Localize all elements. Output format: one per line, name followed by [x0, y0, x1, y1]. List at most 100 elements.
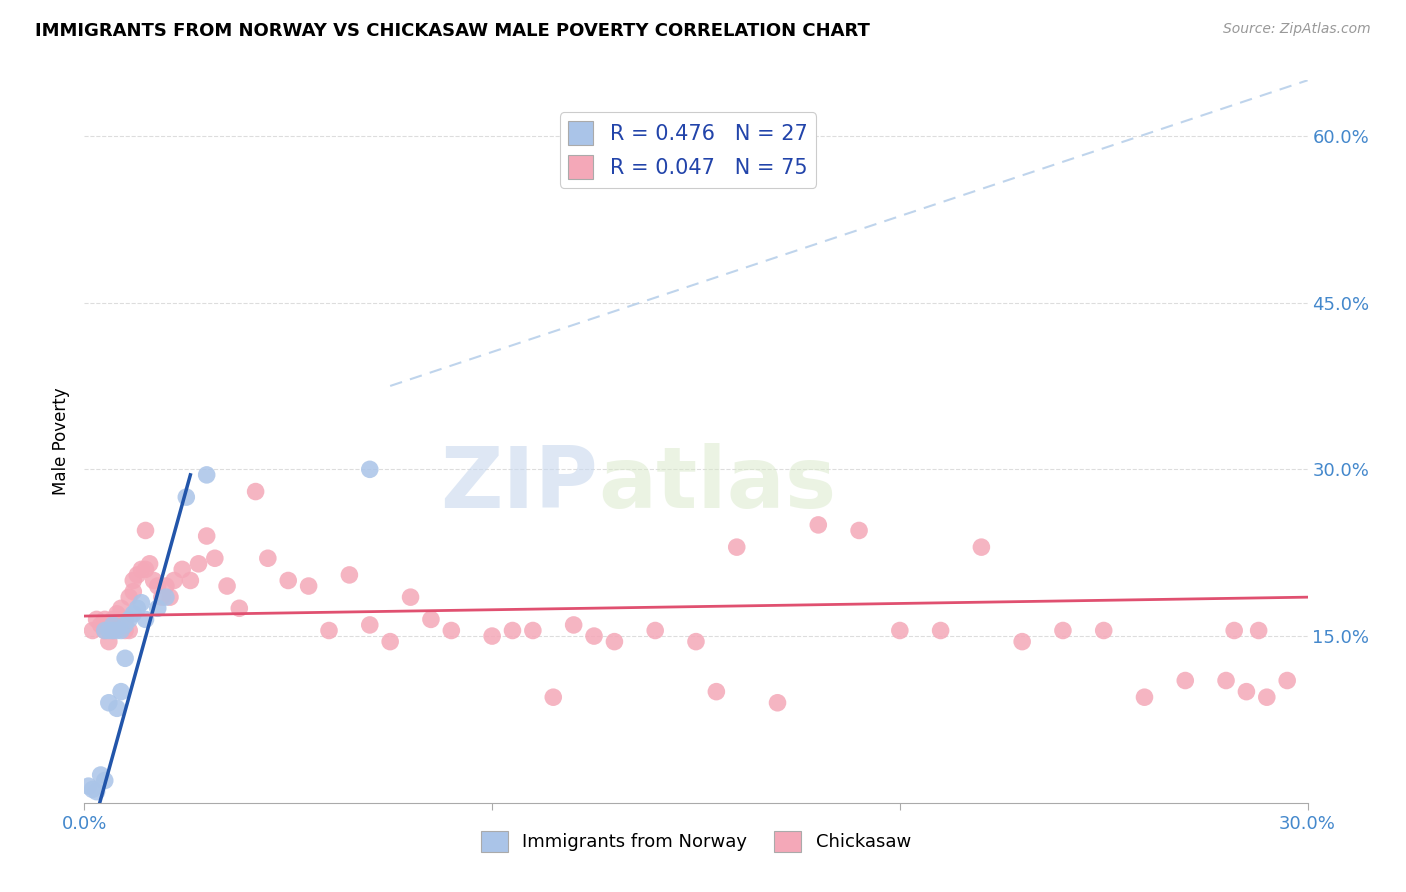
Point — [105, 624, 128, 638]
Point — [257, 551, 280, 566]
Legend: Immigrants from Norway, Chickasaw: Immigrants from Norway, Chickasaw — [474, 823, 918, 859]
Point — [245, 484, 267, 499]
Point — [131, 562, 153, 576]
Point — [277, 574, 299, 588]
Point — [187, 557, 209, 571]
Point — [163, 574, 186, 588]
Point — [82, 624, 104, 638]
Point — [101, 624, 124, 638]
Point — [644, 624, 666, 638]
Point — [562, 618, 585, 632]
Point — [706, 684, 728, 698]
Text: atlas: atlas — [598, 443, 837, 526]
Point — [1052, 624, 1074, 638]
Point — [122, 574, 145, 588]
Point — [93, 624, 115, 638]
Point — [146, 579, 169, 593]
Point — [298, 579, 321, 593]
Point — [359, 618, 381, 632]
Point — [1174, 673, 1197, 688]
Point — [174, 490, 197, 504]
Point — [93, 773, 115, 788]
Point — [1247, 624, 1270, 638]
Point — [90, 768, 112, 782]
Text: IMMIGRANTS FROM NORWAY VS CHICKASAW MALE POVERTY CORRELATION CHART: IMMIGRANTS FROM NORWAY VS CHICKASAW MALE… — [35, 22, 870, 40]
Point — [135, 524, 157, 538]
Point — [522, 624, 544, 638]
Point — [685, 634, 707, 648]
Point — [118, 612, 141, 626]
Point — [97, 634, 120, 648]
Point — [150, 590, 173, 604]
Point — [848, 524, 870, 538]
Y-axis label: Male Poverty: Male Poverty — [52, 388, 70, 495]
Point — [118, 590, 141, 604]
Point — [110, 612, 132, 626]
Point — [420, 612, 443, 626]
Point — [889, 624, 911, 638]
Point — [807, 517, 830, 532]
Point — [159, 590, 181, 604]
Point — [603, 634, 626, 648]
Point — [82, 782, 104, 797]
Point — [127, 601, 149, 615]
Point — [114, 651, 136, 665]
Point — [118, 624, 141, 638]
Point — [155, 590, 177, 604]
Point — [86, 612, 108, 626]
Point — [135, 612, 157, 626]
Point — [339, 568, 361, 582]
Point — [318, 624, 340, 638]
Point — [114, 618, 136, 632]
Point — [105, 607, 128, 621]
Point — [97, 624, 120, 638]
Point — [1092, 624, 1115, 638]
Point — [105, 701, 128, 715]
Point — [110, 601, 132, 615]
Point — [138, 557, 160, 571]
Point — [122, 584, 145, 599]
Point — [93, 624, 115, 638]
Point — [1133, 690, 1156, 705]
Point — [110, 684, 132, 698]
Point — [543, 690, 565, 705]
Point — [101, 618, 124, 632]
Point — [766, 696, 789, 710]
Point — [146, 601, 169, 615]
Point — [685, 128, 707, 143]
Point — [440, 624, 463, 638]
Point — [114, 612, 136, 626]
Point — [204, 551, 226, 566]
Point — [86, 785, 108, 799]
Point — [195, 467, 218, 482]
Point — [101, 624, 124, 638]
Point — [970, 540, 993, 554]
Point — [1215, 673, 1237, 688]
Point — [110, 624, 132, 638]
Point — [217, 579, 239, 593]
Point — [399, 590, 422, 604]
Point — [228, 601, 250, 615]
Point — [127, 568, 149, 582]
Point — [93, 612, 115, 626]
Point — [195, 529, 218, 543]
Point — [359, 462, 381, 476]
Point — [122, 607, 145, 621]
Point — [929, 624, 952, 638]
Point — [380, 634, 402, 648]
Point — [77, 779, 100, 793]
Point — [481, 629, 503, 643]
Point — [155, 579, 177, 593]
Text: ZIP: ZIP — [440, 443, 598, 526]
Point — [1277, 673, 1299, 688]
Point — [583, 629, 606, 643]
Point — [101, 612, 124, 626]
Point — [1011, 634, 1033, 648]
Point — [135, 562, 157, 576]
Point — [172, 562, 194, 576]
Point — [179, 574, 201, 588]
Point — [1236, 684, 1258, 698]
Point — [1256, 690, 1278, 705]
Point — [502, 624, 524, 638]
Point — [90, 618, 112, 632]
